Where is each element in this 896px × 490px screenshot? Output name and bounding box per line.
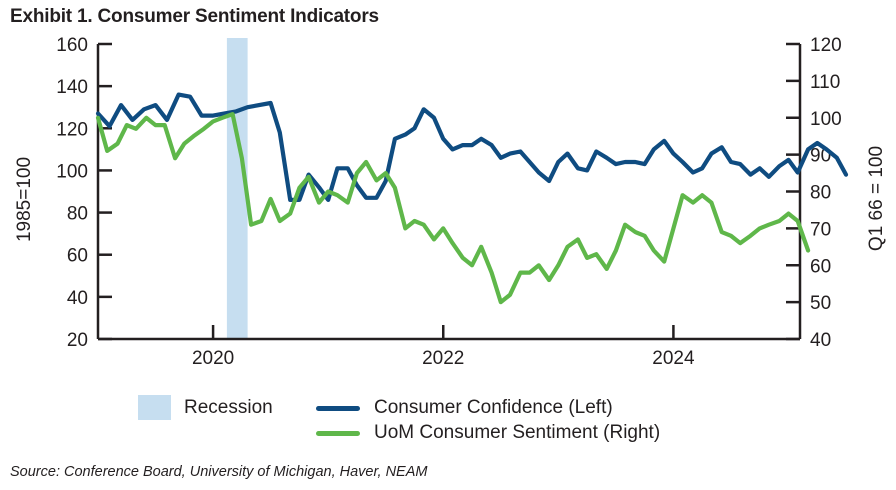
right-tick-label: 70: [810, 219, 831, 240]
right-tick-label: 120: [810, 35, 842, 56]
legend-sentiment-swatch: [316, 430, 360, 436]
x-tick-label: 2024: [652, 348, 695, 369]
legend-confidence: Consumer Confidence (Left): [316, 397, 613, 419]
left-axis-title: 1985=100: [14, 157, 35, 242]
left-tick-label: 160: [56, 35, 88, 56]
left-tick-label: 60: [67, 246, 88, 267]
right-tick-label: 40: [810, 330, 831, 351]
right-tick-label: 50: [810, 293, 831, 314]
right-tick-label: 110: [810, 72, 840, 93]
x-tick-label: 2022: [422, 348, 464, 369]
legend-confidence-swatch: [316, 405, 360, 411]
left-tick-label: 140: [56, 77, 88, 98]
legend-sentiment: UoM Consumer Sentiment (Right): [316, 422, 660, 444]
left-tick-label: 120: [56, 119, 88, 140]
consumer-confidence-line: [95, 92, 849, 202]
right-axis-title: Q1 66 = 100: [866, 146, 887, 251]
left-tick-label: 80: [67, 204, 88, 225]
right-tick-label: 100: [810, 109, 842, 130]
consumer-sentiment-line: [95, 112, 811, 305]
right-tick-label: 80: [810, 183, 831, 204]
left-tick-label: 40: [67, 288, 88, 309]
left-tick-label: 100: [56, 161, 88, 182]
legend-sentiment-label: UoM Consumer Sentiment (Right): [374, 422, 661, 443]
left-tick-label: 20: [67, 330, 88, 351]
legend-recession-label: Recession: [184, 396, 273, 418]
legend-recession-swatch: [138, 395, 171, 420]
legend-recession: Recession: [138, 395, 273, 420]
legend-confidence-label: Consumer Confidence (Left): [374, 397, 613, 418]
x-tick-label: 2020: [192, 348, 234, 369]
chart-title: Exhibit 1. Consumer Sentiment Indicators: [10, 6, 379, 27]
source-note: Source: Conference Board, University of …: [10, 464, 428, 480]
right-tick-label: 60: [810, 256, 831, 277]
